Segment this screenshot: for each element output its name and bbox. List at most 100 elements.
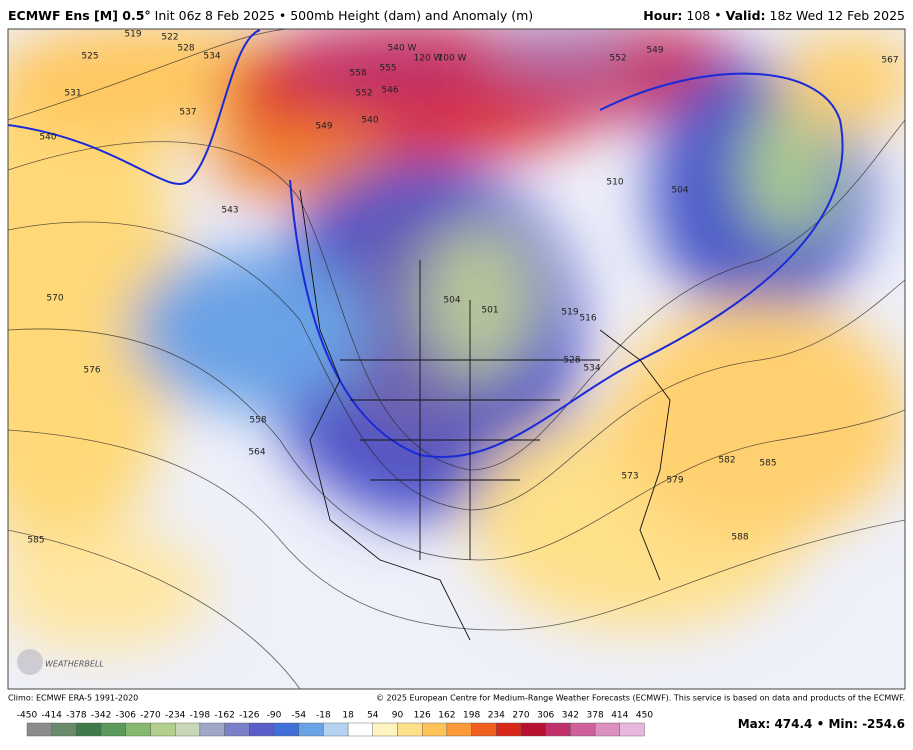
- climo: Climo: ECMWF ERA-5 1991-2020: [8, 694, 138, 703]
- copyright: © 2025 European Centre for Medium-Range …: [376, 694, 905, 703]
- colorbar-label: -18: [316, 711, 331, 721]
- contour-labels: 519 5225255285345315375405435495525555585…: [27, 30, 898, 546]
- colorbar-swatch: [26, 722, 52, 737]
- colorbar-label: 18: [342, 711, 354, 721]
- colorbar-label: -414: [41, 711, 62, 721]
- contour-label: 573: [621, 472, 638, 482]
- colorbar-label: 450: [636, 711, 653, 721]
- colorbar-label: -90: [267, 711, 282, 721]
- contour-label: 510: [606, 178, 623, 188]
- contour-label: 531: [64, 89, 81, 99]
- colorbar-label: -342: [91, 711, 111, 721]
- contour-label: 588: [731, 533, 748, 543]
- valid-time: Hour: 108 • Valid: 18z Wed 12 Feb 2025: [643, 8, 905, 23]
- contour-label: 564: [248, 448, 265, 458]
- min: -254.6: [862, 717, 905, 731]
- colorbar-label: 270: [512, 711, 529, 721]
- colorbar-label: -270: [140, 711, 161, 721]
- colorbar-swatch: [347, 722, 374, 737]
- hour-label: Hour:: [643, 8, 682, 23]
- colorbar-label: -162: [214, 711, 234, 721]
- model: ECMWF Ens [M] 0.5°: [8, 8, 151, 23]
- colorbar-swatch: [224, 722, 250, 737]
- colorbar-swatch: [520, 722, 546, 737]
- colorbar-label: 54: [367, 711, 379, 721]
- max-min: Max: 474.4 • Min: -254.6: [738, 717, 905, 731]
- colorbar-swatch: [199, 722, 225, 737]
- contour-label: 570: [46, 294, 63, 304]
- colorbar-swatch: [51, 722, 77, 737]
- contour-label: 540: [361, 116, 378, 126]
- colorbar-swatch: [249, 722, 275, 737]
- colorbar-label: -450: [17, 711, 38, 721]
- contour-label: 519: [124, 30, 141, 40]
- colorbar-label: 414: [611, 711, 628, 721]
- colorbar-swatch: [496, 722, 522, 737]
- contour-label: 558: [349, 69, 366, 79]
- colorbar-label: -198: [190, 711, 211, 721]
- contour-label: 120 W: [414, 54, 443, 64]
- colorbar-swatch: [594, 722, 620, 737]
- separator: •: [817, 717, 825, 731]
- colorbar-swatch: [323, 722, 349, 737]
- max-label: Max:: [738, 717, 771, 731]
- contour-label: 567: [881, 56, 898, 66]
- colorbar-swatch: [273, 722, 299, 737]
- colorbar-swatch: [372, 722, 398, 737]
- colorbar-label: -234: [165, 711, 186, 721]
- colorbar-swatch: [619, 722, 645, 737]
- contour-label: 519: [561, 308, 578, 318]
- contour-label: 552: [355, 89, 372, 99]
- colorbar-swatch: [100, 722, 126, 737]
- colorbar-label: 306: [537, 711, 554, 721]
- description: Init 06z 8 Feb 2025 • 500mb Height (dam)…: [155, 8, 534, 23]
- colorbar-label: -306: [116, 711, 137, 721]
- contour-label: 100 W: [438, 54, 467, 64]
- contour-label: 549: [646, 46, 663, 56]
- colorbar-swatch: [471, 722, 497, 737]
- min-label: Min:: [828, 717, 857, 731]
- colorbar-label: 162: [438, 711, 455, 721]
- colorbar-label: 342: [562, 711, 579, 721]
- colorbar-swatch: [174, 722, 201, 737]
- colorbar-swatch: [76, 722, 102, 737]
- colorbar-swatch: [150, 722, 176, 737]
- logo-icon: [17, 649, 43, 675]
- contour-label: 579: [666, 476, 683, 486]
- contour-label: 537: [179, 108, 196, 118]
- contour-label: 540 W: [388, 44, 417, 54]
- colorbar-swatch: [446, 722, 472, 737]
- colorbar-label: 126: [414, 711, 431, 721]
- contour-label: 522: [161, 33, 178, 43]
- contour-label: 576: [83, 366, 100, 376]
- contour-label: 555: [379, 64, 396, 74]
- valid: 18z Wed 12 Feb 2025: [770, 8, 905, 23]
- contour-label: 585: [27, 536, 44, 546]
- contour-label: 516: [579, 314, 596, 324]
- contour-label: 528: [177, 44, 194, 54]
- colorbar-label: 378: [587, 711, 604, 721]
- contour-label: 525: [81, 52, 98, 62]
- colorbar-label: 234: [488, 711, 505, 721]
- colorbar-swatch: [422, 722, 448, 737]
- contour-label: 585: [759, 459, 776, 469]
- anomaly-field: [8, 29, 905, 689]
- title: ECMWF Ens [M] 0.5° Init 06z 8 Feb 2025 •…: [8, 8, 533, 23]
- contour-label: 582: [718, 456, 735, 466]
- contour-label: 534: [583, 364, 600, 374]
- colorbar-label: -54: [291, 711, 306, 721]
- contour-label: 552: [609, 54, 626, 64]
- colorbar-swatch: [298, 722, 324, 737]
- colorbar-swatch: [545, 722, 571, 737]
- contour-label: 558: [249, 416, 266, 426]
- hour: 108: [686, 8, 710, 23]
- contour-label: 528: [563, 356, 580, 366]
- contour-label: 543: [221, 206, 238, 216]
- map-frame: [7, 28, 906, 690]
- valid-label: Valid:: [726, 8, 766, 23]
- max: 474.4: [774, 717, 812, 731]
- contour-label: 549: [315, 122, 332, 132]
- colorbar-swatch: [570, 722, 596, 737]
- contour-label: 504: [443, 296, 460, 306]
